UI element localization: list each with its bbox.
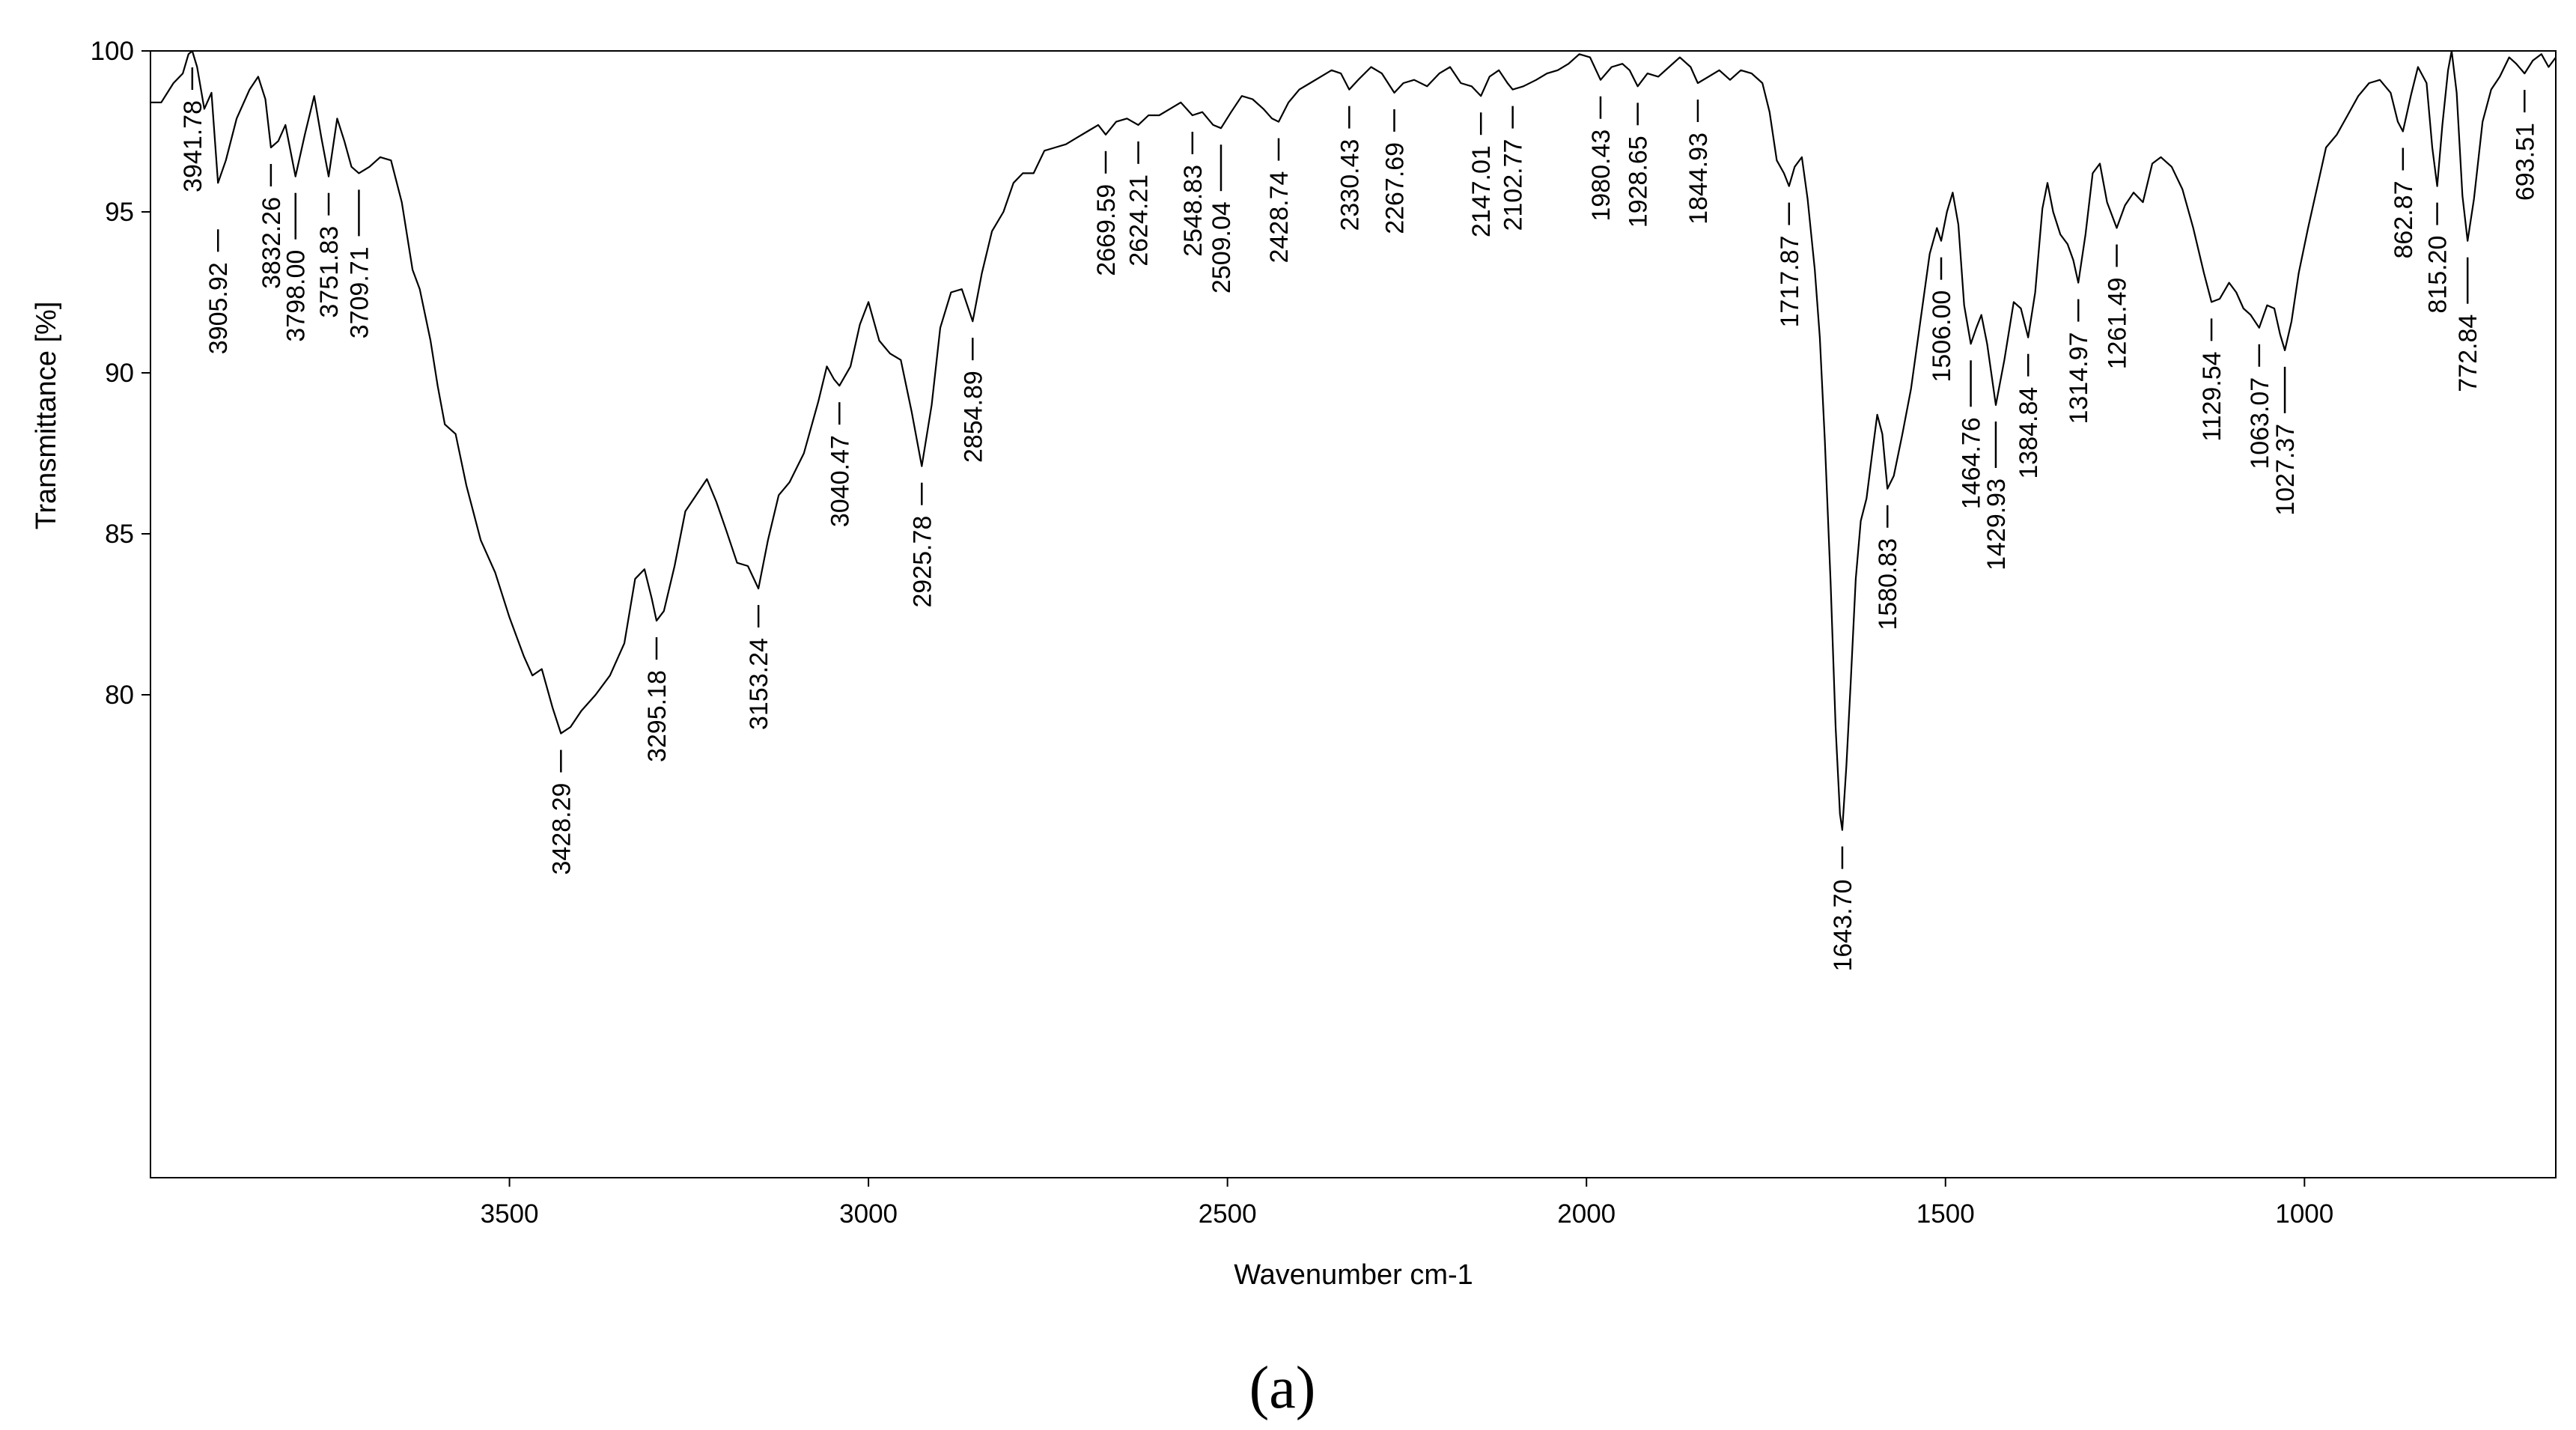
- peak-label: 3295.18: [643, 670, 672, 762]
- peak-label: 2624.21: [1125, 174, 1154, 267]
- peak-label: 3832.26: [258, 197, 286, 289]
- peak-label: 3709.71: [345, 246, 374, 338]
- peak-label: 1464.76: [1958, 417, 1986, 509]
- plot-border: [150, 50, 2557, 1178]
- y-tick-label: 90: [105, 359, 134, 388]
- peak-label: 3040.47: [826, 435, 854, 527]
- peak-label: 693.51: [2511, 123, 2539, 201]
- y-tick-label: 80: [105, 681, 134, 710]
- x-tick-label: 1500: [1916, 1199, 1975, 1229]
- x-tick-label: 3000: [839, 1199, 898, 1229]
- x-tick-label: 2000: [1557, 1199, 1616, 1229]
- spectrum-line: [150, 49, 2557, 831]
- peak-label: 815.20: [2424, 236, 2452, 314]
- peak-label: 1506.00: [1928, 290, 1956, 383]
- peak-label: 1844.93: [1684, 133, 1713, 225]
- peak-label: 3941.78: [179, 100, 207, 192]
- peak-label: 3428.29: [547, 783, 576, 875]
- peak-label: 2330.43: [1336, 139, 1364, 231]
- y-tick-label: 85: [105, 520, 134, 549]
- x-tick-label: 3500: [481, 1199, 539, 1229]
- y-axis-title: Transmittance [%]: [31, 302, 62, 530]
- peak-label: 1027.37: [2271, 424, 2300, 516]
- y-tick-label: 95: [105, 198, 134, 227]
- peak-label: 1429.93: [1982, 478, 2011, 571]
- peak-label: 2925.78: [908, 516, 937, 608]
- peak-label: 1643.70: [1829, 880, 1857, 972]
- peak-label: 1129.54: [2198, 351, 2226, 441]
- figure-caption: (a): [1249, 1355, 1316, 1421]
- x-axis-title: Wavenumber cm-1: [1234, 1259, 1473, 1291]
- peak-label: 1314.97: [2065, 332, 2093, 425]
- peak-label: 1717.87: [1776, 236, 1804, 328]
- peak-label: 3798.00: [282, 250, 311, 342]
- peak-label: 3751.83: [315, 226, 344, 318]
- peak-label: 1063.07: [2246, 377, 2274, 469]
- peak-label: 2669.59: [1092, 184, 1121, 276]
- peak-label: 2267.69: [1381, 142, 1410, 234]
- peak-label: 1980.43: [1587, 130, 1616, 222]
- peak-label: 2428.74: [1265, 171, 1294, 264]
- peak-label: 1384.84: [2015, 387, 2043, 479]
- peak-label: 2147.01: [1467, 145, 1496, 237]
- plot-frame: [150, 50, 2557, 1178]
- peak-label: 772.84: [2454, 314, 2482, 392]
- peak-label: 2548.83: [1179, 165, 1208, 257]
- y-axis: 80 85 90 95 100: [91, 37, 150, 710]
- peak-label: 2102.77: [1499, 139, 1528, 231]
- peak-label: 1928.65: [1625, 136, 1653, 228]
- peak-label: 3153.24: [745, 638, 773, 730]
- spectrum-series: [150, 49, 2557, 831]
- peak-label: 1580.83: [1874, 538, 1902, 630]
- peak-label: 2509.04: [1208, 201, 1236, 293]
- peak-label: 862.87: [2390, 181, 2418, 259]
- x-axis: 3500 3000 2500 2000 1500 1000: [481, 1178, 2333, 1229]
- x-tick-label: 1000: [2275, 1199, 2333, 1229]
- y-tick-label: 100: [91, 37, 134, 66]
- x-tick-label: 2500: [1199, 1199, 1257, 1229]
- peak-label: 3905.92: [204, 262, 233, 354]
- peak-label: 1261.49: [2104, 278, 2132, 370]
- peak-label: 2854.89: [959, 371, 987, 463]
